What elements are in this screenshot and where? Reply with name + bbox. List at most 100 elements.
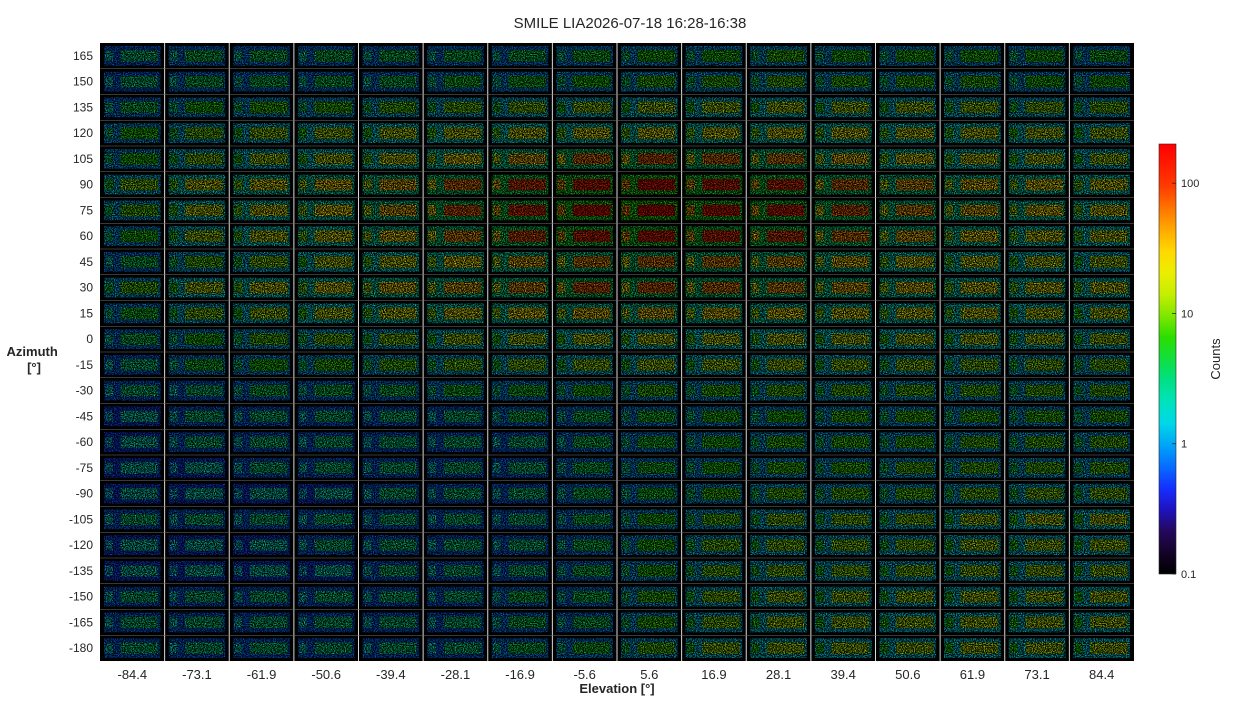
y-tick-label: -15 (76, 358, 94, 372)
heatmap-cell (879, 586, 937, 607)
heatmap-cell (1073, 535, 1130, 555)
cell-side-spot (1009, 385, 1018, 396)
heatmap-cell (168, 586, 226, 607)
cell-side-spot (492, 488, 501, 499)
cell-peak-band (637, 410, 676, 423)
cell-peak-band (185, 281, 223, 294)
heatmap-cell (168, 149, 226, 169)
heatmap-cell (879, 252, 937, 272)
cell-side-spot (945, 256, 954, 268)
cell-side-spot (428, 385, 437, 396)
cell-peak-band (1025, 359, 1063, 371)
heatmap-cell (1073, 355, 1130, 375)
heatmap-cell (233, 149, 290, 169)
heatmap-cell (168, 303, 226, 324)
cell-peak-band (249, 50, 288, 62)
cell-side-spot (945, 102, 954, 113)
cell-side-spot (880, 488, 889, 499)
cell-peak-band (1090, 642, 1128, 654)
cell-side-spot (492, 308, 501, 319)
colorbar-tick-label: 100 (1181, 178, 1199, 190)
heatmap-cell (104, 329, 161, 349)
heatmap-cell (297, 71, 355, 92)
cell-peak-band (960, 590, 999, 603)
cell-side-spot (363, 282, 372, 293)
cell-peak-band (1090, 307, 1128, 320)
heatmap-cell (427, 277, 484, 298)
cell-peak-band (314, 256, 353, 268)
cell-side-spot (1009, 282, 1018, 293)
heatmap-cell (944, 46, 1001, 66)
cell-side-spot (492, 179, 501, 190)
cell-side-spot (622, 153, 630, 165)
cell-side-spot (1074, 205, 1083, 216)
cell-peak-band (508, 281, 546, 294)
cell-side-spot (686, 462, 695, 474)
heatmap-cell (879, 509, 937, 530)
heatmap-cell (1008, 174, 1066, 195)
cell-side-spot (492, 76, 501, 87)
heatmap-cell (879, 380, 937, 401)
cell-peak-band (443, 333, 482, 345)
heatmap-cell (685, 200, 743, 221)
heatmap-cell (1073, 509, 1130, 530)
cell-side-spot (363, 308, 372, 319)
cell-side-spot (363, 76, 372, 87)
heatmap-cell (685, 71, 743, 92)
cell-side-spot (299, 591, 307, 602)
cell-side-spot (622, 282, 630, 293)
heatmap-cell (944, 97, 1001, 118)
cell-peak-band (766, 256, 805, 268)
cell-side-spot (169, 539, 178, 551)
heatmap-cell (427, 612, 484, 633)
heatmap-cell (879, 97, 937, 118)
cell-side-spot (234, 308, 243, 319)
cell-peak-band (1025, 539, 1063, 551)
heatmap-cell (362, 380, 420, 401)
heatmap-cell (879, 226, 937, 246)
heatmap-cell (297, 329, 355, 349)
cell-peak-band (573, 204, 611, 217)
heatmap-cell (621, 200, 678, 221)
cell-side-spot (945, 205, 954, 216)
heatmap-cell (621, 483, 678, 504)
heatmap-cell (556, 149, 613, 169)
cell-side-spot (1009, 308, 1018, 319)
heatmap-cell (944, 509, 1001, 530)
cell-peak-band (702, 256, 740, 268)
cell-peak-band (960, 462, 999, 474)
cell-side-spot (686, 359, 695, 371)
cell-side-spot (169, 308, 178, 319)
cell-side-spot (1074, 642, 1083, 654)
cell-side-spot (1009, 617, 1018, 628)
cell-peak-band (896, 616, 934, 629)
heatmap-cell (362, 123, 420, 143)
cell-peak-band (637, 204, 676, 217)
heatmap-cell (427, 458, 484, 478)
cell-peak-band (960, 178, 999, 191)
cell-peak-band (120, 539, 159, 551)
heatmap-cell (233, 97, 290, 118)
heatmap-cell (750, 638, 807, 658)
cell-peak-band (702, 539, 740, 551)
heatmap-cell (104, 200, 161, 221)
cell-side-spot (557, 411, 566, 422)
cell-side-spot (105, 50, 113, 62)
heatmap-cell (427, 46, 484, 66)
heatmap-cell (491, 561, 549, 581)
cell-side-spot (557, 205, 566, 216)
cell-side-spot (1074, 102, 1083, 113)
cell-peak-band (637, 384, 676, 397)
heatmap-cell (621, 252, 678, 272)
heatmap-cell (621, 123, 678, 143)
cell-side-spot (169, 642, 178, 654)
cell-side-spot (751, 462, 760, 474)
heatmap-cell (168, 432, 226, 452)
heatmap-cell (1008, 458, 1066, 478)
heatmap-cell (362, 586, 420, 607)
cell-peak-band (702, 230, 740, 242)
cell-peak-band (379, 359, 417, 371)
cell-side-spot (622, 127, 630, 139)
cell-side-spot (1074, 462, 1083, 474)
y-tick-label: -180 (69, 641, 93, 655)
